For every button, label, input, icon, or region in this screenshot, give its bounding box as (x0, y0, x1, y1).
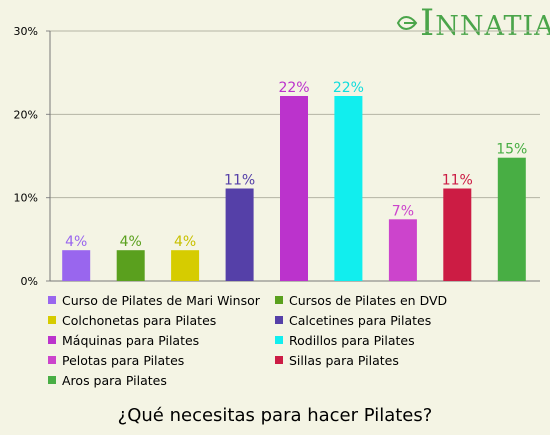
bar-chart: 0% 10% 20% 30% 4% 4% 4% 11% 22% 22% 7% 11% 15% (14, 25, 540, 288)
y-tick-label: 30% (14, 25, 38, 38)
chart-title: ¿Qué necesitas para hacer Pilates? (117, 405, 433, 426)
brand-name: INNATIA (420, 2, 550, 44)
bar (497, 157, 526, 281)
legend-label: Sillas para Pilates (289, 352, 399, 368)
legend-label: Pelotas para Pilates (62, 352, 185, 368)
legend-label: Curso de Pilates de Mari Winsor (62, 292, 260, 308)
leaf-ornament-left-icon (396, 16, 418, 30)
bar (116, 250, 145, 281)
legend-swatch (275, 296, 283, 304)
bar-value-label: 4% (120, 234, 142, 250)
innatia-logo: INNATIA (396, 2, 550, 44)
bar (225, 188, 254, 281)
bar-value-label: 22% (333, 80, 364, 96)
legend-swatch (275, 336, 283, 344)
legend-swatch (48, 356, 56, 364)
bar (388, 219, 417, 281)
legend-label: Cursos de Pilates en DVD (289, 292, 448, 308)
legend-item: Cursos de Pilates en DVD (275, 292, 505, 308)
legend-swatch (48, 336, 56, 344)
legend-item: Colchonetas para Pilates (48, 312, 275, 328)
bar (443, 188, 472, 281)
bar-value-label: 11% (224, 173, 255, 189)
legend-swatch (48, 296, 56, 304)
legend: Curso de Pilates de Mari Winsor Cursos de… (48, 292, 518, 388)
legend-item: Sillas para Pilates (275, 352, 505, 368)
legend-item: Curso de Pilates de Mari Winsor (48, 292, 275, 308)
legend-label: Rodillos para Pilates (289, 332, 415, 348)
legend-swatch (275, 356, 283, 364)
bar-value-label: 4% (174, 234, 196, 250)
brand-initial: I (420, 2, 436, 44)
legend-label: Aros para Pilates (62, 372, 167, 388)
y-tick-label: 0% (21, 275, 38, 288)
bar-value-label: 11% (442, 173, 473, 189)
bar (280, 96, 308, 281)
legend-item: Pelotas para Pilates (48, 352, 275, 368)
bar-value-label: 15% (496, 142, 527, 158)
bar-value-label: 4% (65, 234, 87, 250)
bar (334, 96, 363, 281)
y-tick-label: 10% (14, 192, 38, 205)
legend-item: Rodillos para Pilates (275, 332, 505, 348)
legend-item: Máquinas para Pilates (48, 332, 275, 348)
legend-item: Aros para Pilates (48, 372, 275, 388)
legend-swatch (275, 316, 283, 324)
legend-label: Calcetines para Pilates (289, 312, 432, 328)
legend-swatch (48, 316, 56, 324)
value-labels: 4% 4% 4% 11% 22% 22% 7% 11% 15% (65, 80, 527, 250)
bars (62, 96, 526, 281)
bar (62, 250, 91, 281)
bar-value-label: 22% (278, 80, 309, 96)
legend-label: Máquinas para Pilates (62, 332, 200, 348)
legend-label: Colchonetas para Pilates (62, 312, 217, 328)
bar (171, 250, 200, 281)
legend-item: Calcetines para Pilates (275, 312, 505, 328)
bar-value-label: 7% (392, 203, 414, 219)
legend-swatch (48, 376, 56, 384)
y-tick-label: 20% (14, 108, 38, 121)
